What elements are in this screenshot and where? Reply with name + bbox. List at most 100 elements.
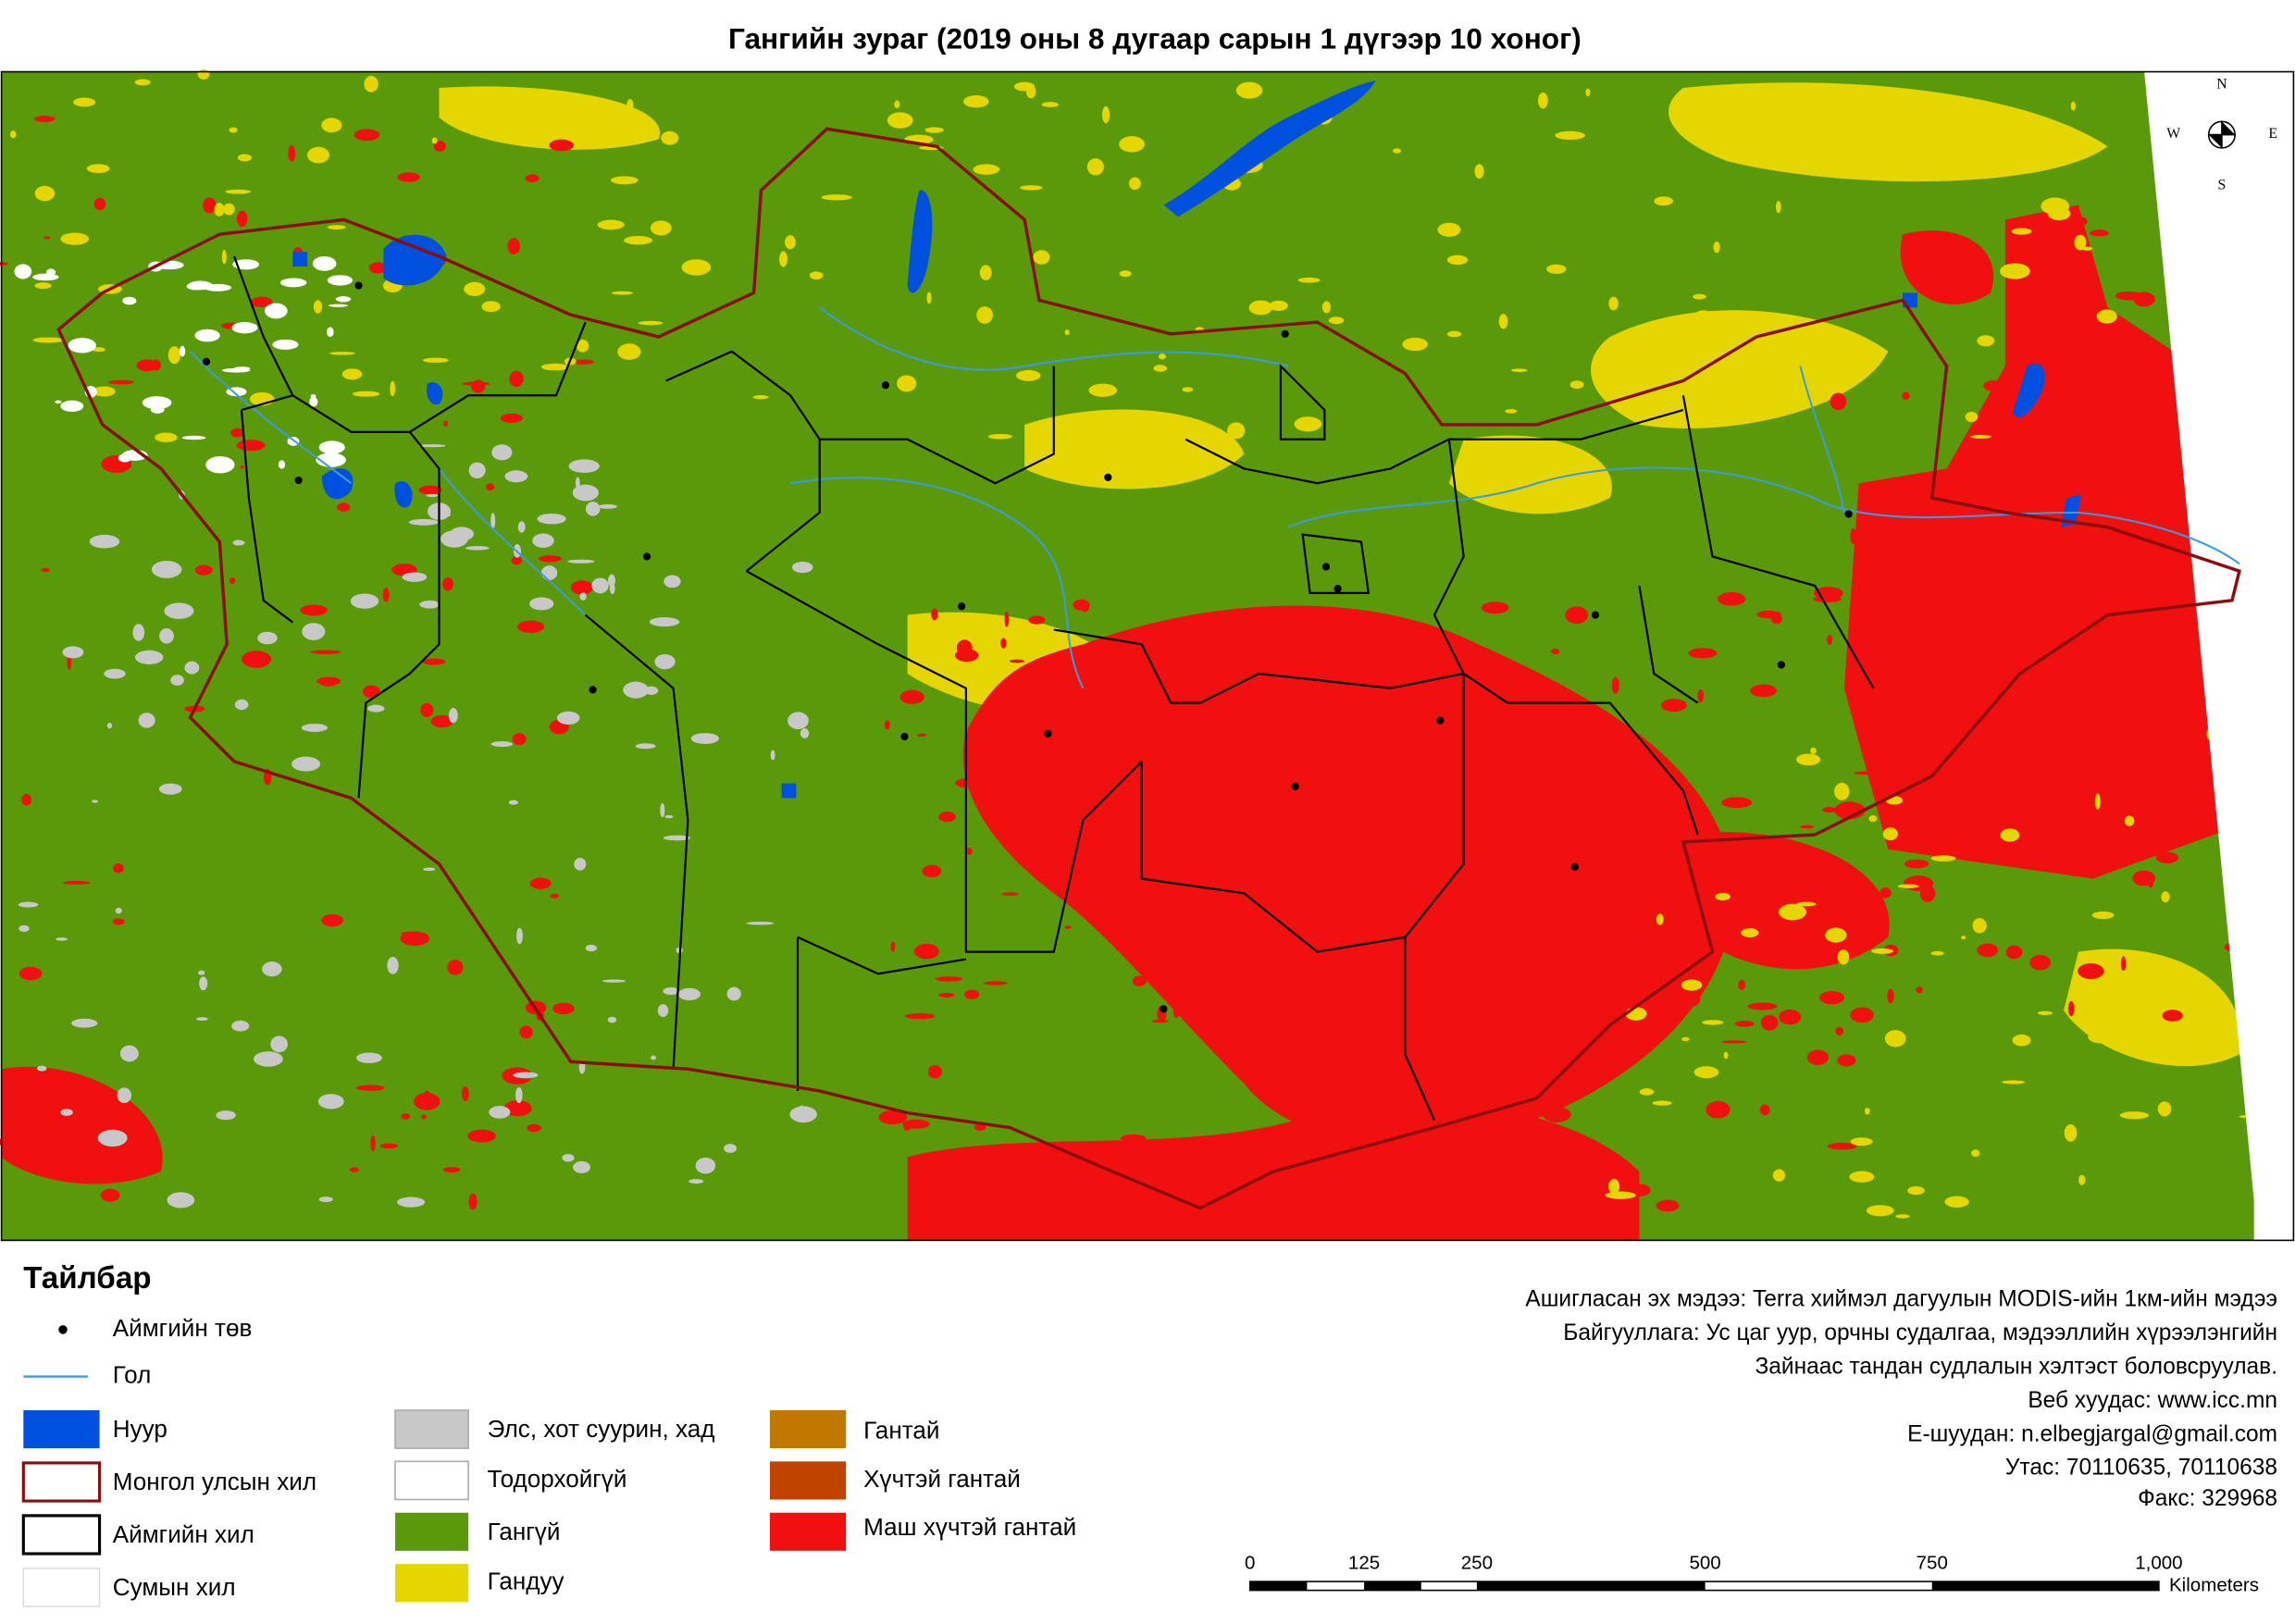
patch: [1916, 986, 1923, 994]
patch: [1836, 1054, 1856, 1067]
patch: [2120, 956, 2127, 972]
info-block: Ашигласан эх мэдээ: Terra хиймэл дагуулы…: [1525, 1287, 2277, 1511]
patch: [257, 631, 278, 645]
patch: [279, 278, 307, 288]
patch: [2074, 234, 2087, 251]
scale-label: 500: [1689, 1553, 1720, 1574]
patch: [179, 345, 186, 357]
patch: [770, 750, 775, 761]
patch: [649, 617, 680, 627]
aimag-center: [1321, 563, 1331, 571]
patch: [112, 918, 125, 925]
patch: [1770, 614, 1782, 625]
patch: [272, 339, 299, 350]
patch: [1951, 762, 1981, 776]
patch: [1503, 1054, 1532, 1066]
patch: [1086, 158, 1104, 176]
patch: [1850, 527, 1856, 545]
patch: [1248, 300, 1272, 316]
patch: [60, 400, 84, 413]
lake: [1163, 81, 1376, 217]
patch: [1779, 1009, 1802, 1025]
patch: [979, 265, 992, 280]
lake: [383, 234, 447, 286]
patch: [1531, 859, 1551, 868]
patch: [2000, 828, 2020, 842]
patch: [1681, 979, 1703, 991]
aimag-border: [1404, 673, 1465, 938]
patch: [1622, 791, 1645, 806]
patch: [1584, 976, 1590, 984]
patch: [62, 646, 84, 659]
patch: [37, 1065, 47, 1072]
patch: [104, 668, 126, 679]
patch: [913, 943, 939, 960]
patch: [431, 137, 438, 144]
patch: [568, 459, 600, 473]
patch: [562, 1154, 575, 1162]
patch: [1962, 143, 1974, 156]
patch: [367, 704, 385, 713]
patch: [300, 604, 328, 616]
patch: [2088, 1030, 2115, 1044]
patch: [611, 176, 639, 185]
patch: [1721, 1040, 1747, 1044]
patch: [973, 164, 1000, 175]
patch: [448, 707, 458, 724]
patch: [113, 863, 124, 874]
patch: [1625, 1007, 1647, 1021]
patch: [1778, 903, 1807, 921]
aimag-border: [1507, 701, 1699, 836]
aimag-center: [354, 281, 363, 290]
patch: [540, 565, 558, 580]
patch: [549, 139, 574, 152]
lake: [907, 190, 933, 293]
patch: [1429, 1147, 1457, 1157]
patch: [421, 1114, 427, 1120]
info-line: Ашигласан эх мэдээ: Terra хиймэл дагуулы…: [1525, 1287, 2277, 1312]
patch: [1307, 978, 1335, 996]
patch: [1757, 406, 1767, 420]
patch: [310, 650, 341, 654]
mild-area: [1669, 82, 2108, 182]
patch: [657, 1004, 669, 1018]
patch: [597, 219, 625, 230]
map-title: Гангийн зураг (2019 оны 8 дугаар сарын 1…: [728, 22, 1582, 56]
patch: [250, 296, 273, 308]
patch: [158, 783, 182, 795]
patch: [1216, 716, 1238, 722]
patch: [468, 462, 486, 479]
legend-swatch: [394, 1409, 469, 1449]
legend-label: Гангүй: [488, 1518, 561, 1545]
patch: [1741, 928, 1759, 937]
patch: [242, 651, 272, 668]
patch: [21, 794, 32, 806]
patch: [318, 1196, 333, 1203]
river: [1287, 466, 2240, 565]
patch: [2175, 987, 2189, 998]
patch: [68, 338, 96, 353]
patch: [117, 1087, 132, 1104]
patch: [638, 320, 664, 326]
patch: [1907, 504, 1936, 519]
patch: [1297, 277, 1321, 283]
patch: [481, 301, 501, 313]
info-line: Веб хуудас: www.icc.mn: [2028, 1388, 2277, 1413]
legend-label: Тодорхойгүй: [488, 1465, 627, 1493]
patch: [318, 440, 345, 454]
patch: [55, 400, 62, 404]
patch: [1806, 1049, 1830, 1065]
patch: [956, 639, 973, 657]
scale-bar: Kilometers 0 125 250 500 750 1,000: [1245, 1553, 2259, 1596]
info-line: Факс: 329968: [2138, 1486, 2277, 1511]
patch: [45, 268, 56, 277]
patch: [916, 733, 927, 738]
patch: [503, 1099, 532, 1117]
scale-unit: Kilometers: [2169, 1574, 2259, 1595]
patch: [570, 580, 593, 595]
patch: [1233, 1204, 1258, 1221]
patch: [552, 1002, 575, 1015]
patch: [1327, 812, 1352, 826]
patch: [1537, 93, 1548, 109]
legend-label: Сумын хил: [113, 1573, 236, 1601]
